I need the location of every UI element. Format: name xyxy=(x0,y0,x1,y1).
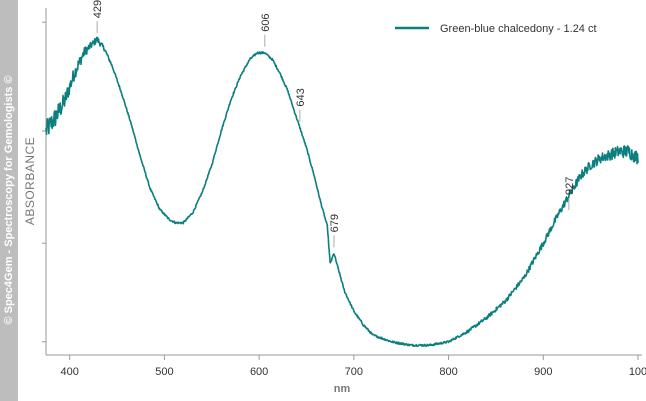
x-tick-label: 500 xyxy=(155,366,173,378)
peak-label: 643 xyxy=(295,88,307,106)
watermark-sidebar: © Spec4Gem - Spectroscopy for Gemologist… xyxy=(0,0,18,401)
x-tick-label: 700 xyxy=(345,366,363,378)
x-tick-label: 400 xyxy=(61,366,79,378)
x-tick-label: 600 xyxy=(250,366,268,378)
peak-label: 429 xyxy=(92,0,104,18)
chart-axes xyxy=(45,8,642,356)
legend-label: Green-blue chalcedony - 1.24 ct xyxy=(440,23,597,35)
peak-label: 679 xyxy=(329,214,341,232)
series-line xyxy=(45,36,639,347)
x-axis-label: nm xyxy=(334,383,351,395)
y-axis-label: ABSORBANCE xyxy=(23,137,37,225)
series-layer xyxy=(45,36,639,347)
x-tick-label: 900 xyxy=(534,366,552,378)
peak-annotations: 429 606 643 679 927 xyxy=(92,0,576,248)
peak-label: 927 xyxy=(564,177,576,195)
peak-label: 606 xyxy=(260,13,272,31)
x-tick-label: 800 xyxy=(439,366,457,378)
chart-ticks: 400 500 600 700 800 900 100 xyxy=(42,21,646,378)
x-tick-label: 100 xyxy=(629,366,646,378)
chart-legend: Green-blue chalcedony - 1.24 ct xyxy=(395,23,597,35)
